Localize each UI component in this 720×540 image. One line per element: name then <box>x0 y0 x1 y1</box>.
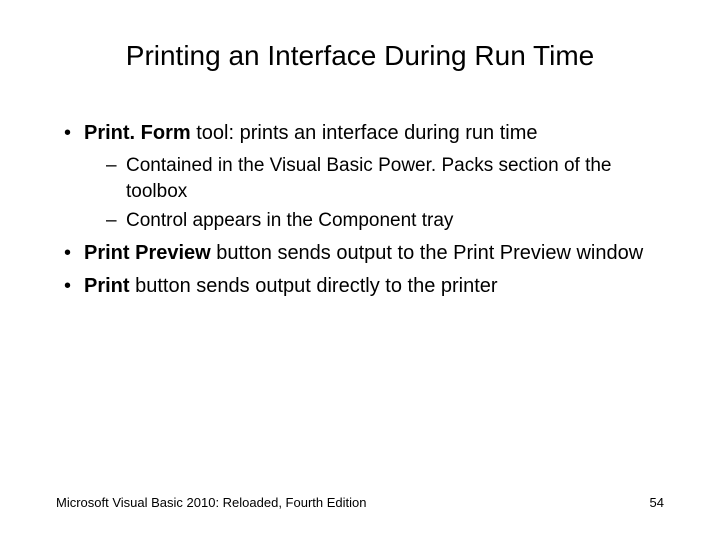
slide-title: Printing an Interface During Run Time <box>56 40 664 72</box>
bullet-item: Print Preview button sends output to the… <box>60 240 664 267</box>
slide-content: Print. Form tool: prints an interface du… <box>56 120 664 300</box>
bullet-text: button sends output directly to the prin… <box>130 275 498 297</box>
bullet-text: tool: prints an interface during run tim… <box>191 122 538 144</box>
sub-bullet-item: Control appears in the Component tray <box>106 208 664 234</box>
bullet-list-level2: Contained in the Visual Basic Power. Pac… <box>84 153 664 234</box>
sub-bullet-item: Contained in the Visual Basic Power. Pac… <box>106 153 664 204</box>
bullet-list-level1: Print. Form tool: prints an interface du… <box>60 120 664 300</box>
bold-term: Print <box>84 275 130 297</box>
footer-book-title: Microsoft Visual Basic 2010: Reloaded, F… <box>56 495 366 510</box>
bullet-item: Print. Form tool: prints an interface du… <box>60 120 664 234</box>
bold-term: Print Preview <box>84 242 211 264</box>
bullet-text: button sends output to the Print Preview… <box>211 242 643 264</box>
slide-footer: Microsoft Visual Basic 2010: Reloaded, F… <box>56 495 664 510</box>
footer-page-number: 54 <box>650 495 664 510</box>
bold-term: Print. Form <box>84 122 191 144</box>
bullet-item: Print button sends output directly to th… <box>60 273 664 300</box>
